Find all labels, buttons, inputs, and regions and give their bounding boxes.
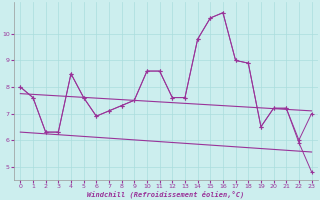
X-axis label: Windchill (Refroidissement éolien,°C): Windchill (Refroidissement éolien,°C) bbox=[87, 190, 244, 198]
